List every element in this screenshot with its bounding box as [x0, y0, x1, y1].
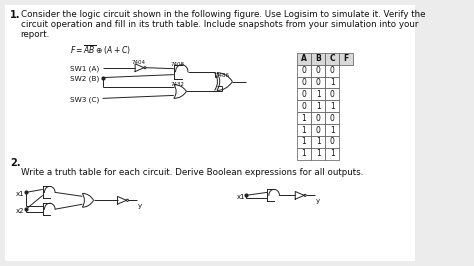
Bar: [297, 112, 311, 124]
Text: 0: 0: [316, 66, 320, 75]
Bar: [325, 77, 339, 89]
Bar: [339, 53, 353, 65]
Text: F: F: [344, 54, 349, 63]
Bar: [325, 124, 339, 136]
Text: SW2 (B): SW2 (B): [70, 76, 99, 82]
Text: report.: report.: [21, 30, 50, 39]
Bar: [325, 136, 339, 148]
Text: 0: 0: [330, 114, 335, 123]
Bar: [297, 77, 311, 89]
Text: C: C: [329, 54, 335, 63]
Text: 0: 0: [316, 114, 320, 123]
Text: 1: 1: [301, 138, 306, 146]
Bar: [325, 148, 339, 160]
Text: 1: 1: [316, 102, 320, 111]
Text: 0: 0: [330, 138, 335, 146]
Text: 1: 1: [316, 90, 320, 99]
Text: A: A: [301, 54, 307, 63]
Text: $F = \overline{AB} \oplus (A + C)$: $F = \overline{AB} \oplus (A + C)$: [70, 43, 131, 57]
Text: 1: 1: [301, 114, 306, 123]
Text: 1: 1: [330, 149, 335, 158]
Text: 0: 0: [301, 102, 307, 111]
Bar: [311, 65, 325, 77]
Text: 1: 1: [330, 126, 335, 135]
Text: x2: x2: [16, 208, 24, 214]
Bar: [297, 65, 311, 77]
Text: SW1 (A): SW1 (A): [70, 66, 99, 72]
Text: 7408: 7408: [170, 62, 184, 67]
Text: 1.: 1.: [10, 10, 21, 20]
Bar: [325, 65, 339, 77]
Text: x1: x1: [237, 194, 246, 200]
Text: 7404: 7404: [132, 60, 146, 65]
Bar: [297, 100, 311, 112]
Text: 2.: 2.: [10, 158, 21, 168]
Text: 1: 1: [316, 138, 320, 146]
Text: Consider the logic circuit shown in the following figure. Use Logisim to simulat: Consider the logic circuit shown in the …: [21, 10, 425, 19]
Bar: [311, 100, 325, 112]
Text: 0: 0: [301, 78, 307, 87]
Text: 0: 0: [301, 66, 307, 75]
Text: Write a truth table for each circuit. Derive Boolean expressions for all outputs: Write a truth table for each circuit. De…: [21, 168, 363, 177]
Bar: [297, 124, 311, 136]
Bar: [311, 136, 325, 148]
Bar: [311, 53, 325, 65]
Text: x1: x1: [16, 191, 24, 197]
Bar: [325, 100, 339, 112]
Bar: [297, 136, 311, 148]
Bar: [297, 53, 311, 65]
Bar: [297, 89, 311, 100]
Text: y: y: [138, 203, 142, 209]
Text: 0: 0: [330, 66, 335, 75]
Text: circuit operation and fill in its truth table. Include snapshots from your simul: circuit operation and fill in its truth …: [21, 20, 418, 29]
Bar: [311, 148, 325, 160]
Text: 1: 1: [330, 102, 335, 111]
Bar: [297, 148, 311, 160]
Text: 0: 0: [316, 78, 320, 87]
Text: 0: 0: [330, 90, 335, 99]
Text: y: y: [316, 198, 320, 204]
Bar: [311, 89, 325, 100]
Bar: [311, 112, 325, 124]
Text: 7432: 7432: [170, 82, 184, 86]
Text: 1: 1: [330, 78, 335, 87]
Text: 0: 0: [316, 126, 320, 135]
Bar: [325, 112, 339, 124]
Text: SW3 (C): SW3 (C): [70, 96, 99, 103]
Text: 7486: 7486: [215, 73, 229, 78]
Text: 1: 1: [316, 149, 320, 158]
Text: 1: 1: [301, 126, 306, 135]
Text: B: B: [315, 54, 321, 63]
Text: 0: 0: [301, 90, 307, 99]
Bar: [311, 77, 325, 89]
Text: 1: 1: [301, 149, 306, 158]
Bar: [311, 124, 325, 136]
Bar: [325, 53, 339, 65]
Bar: [325, 89, 339, 100]
